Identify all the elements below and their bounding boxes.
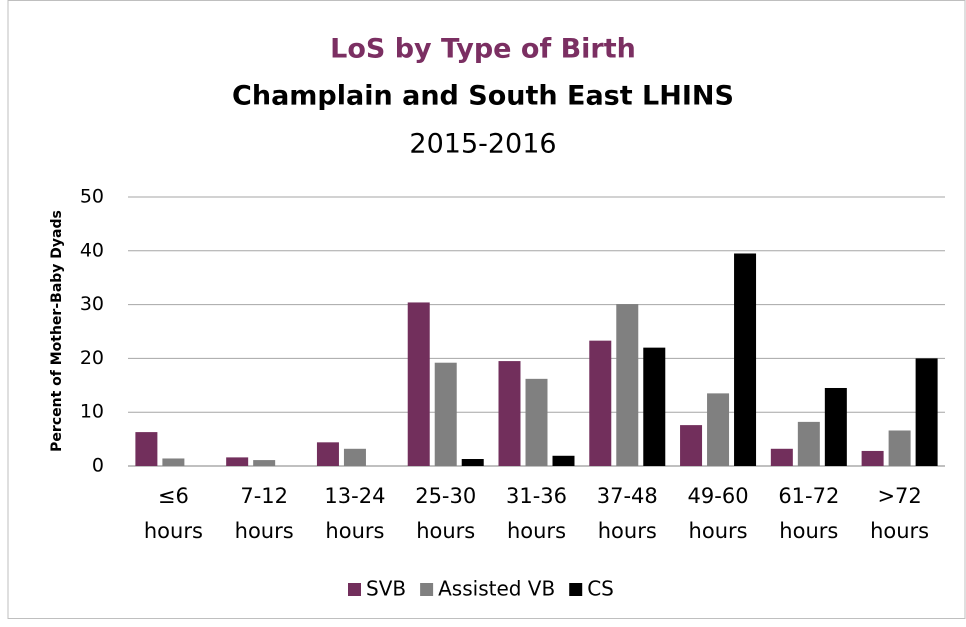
chart-period: 2015-2016	[409, 129, 556, 160]
y-tick-label: 30	[80, 293, 104, 315]
bar	[888, 430, 911, 466]
bar	[915, 358, 938, 466]
bar	[407, 302, 430, 466]
x-tick-label: 25-30 hours	[415, 484, 476, 543]
legend-swatch	[348, 583, 361, 596]
bar	[253, 460, 276, 466]
bar	[226, 457, 249, 466]
y-tick-label: 50	[80, 186, 104, 208]
legend-swatch	[420, 583, 434, 596]
bar	[343, 448, 366, 466]
x-tick-label: >72 hours	[870, 484, 929, 543]
bar	[162, 458, 185, 466]
bar	[616, 304, 639, 466]
bar	[461, 459, 484, 466]
bar	[552, 455, 575, 466]
bar	[643, 347, 666, 466]
x-tick-label: 13-24 hours	[324, 484, 385, 543]
y-tick-label: 20	[80, 347, 104, 369]
bar	[316, 442, 339, 466]
x-tick-label: ≤6 hours	[144, 484, 203, 543]
bar	[824, 387, 847, 466]
bar	[770, 448, 793, 466]
y-axis-label: Percent of Mother-Baby Dyads	[49, 210, 65, 452]
bar	[434, 362, 457, 466]
chart-subtitle: Champlain and South East LHINS	[232, 81, 734, 112]
x-tick-label: 7-12 hours	[235, 484, 294, 543]
legend-label: SVB	[366, 577, 406, 601]
legend-swatch	[569, 583, 583, 596]
x-tick-label: 31-36 hours	[506, 484, 567, 543]
bar	[734, 253, 757, 466]
bar	[498, 361, 521, 466]
bar	[589, 340, 612, 466]
x-tick-label: 49-60 hours	[688, 484, 749, 543]
bar	[797, 421, 820, 466]
y-tick-label: 10	[80, 401, 104, 423]
bar	[135, 432, 158, 466]
bar	[525, 378, 548, 466]
legend-label: CS	[587, 577, 614, 601]
y-tick-label: 0	[92, 455, 104, 477]
y-tick-label: 40	[80, 239, 104, 261]
legend-label: Assisted VB	[438, 577, 555, 601]
bar	[707, 393, 730, 466]
x-tick-label: 37-48 hours	[597, 484, 658, 543]
chart-frame	[7, 0, 966, 619]
x-tick-label: 61-72 hours	[778, 484, 839, 543]
bar	[861, 450, 884, 466]
chart-title: LoS by Type of Birth	[330, 34, 636, 65]
bar	[680, 425, 703, 466]
